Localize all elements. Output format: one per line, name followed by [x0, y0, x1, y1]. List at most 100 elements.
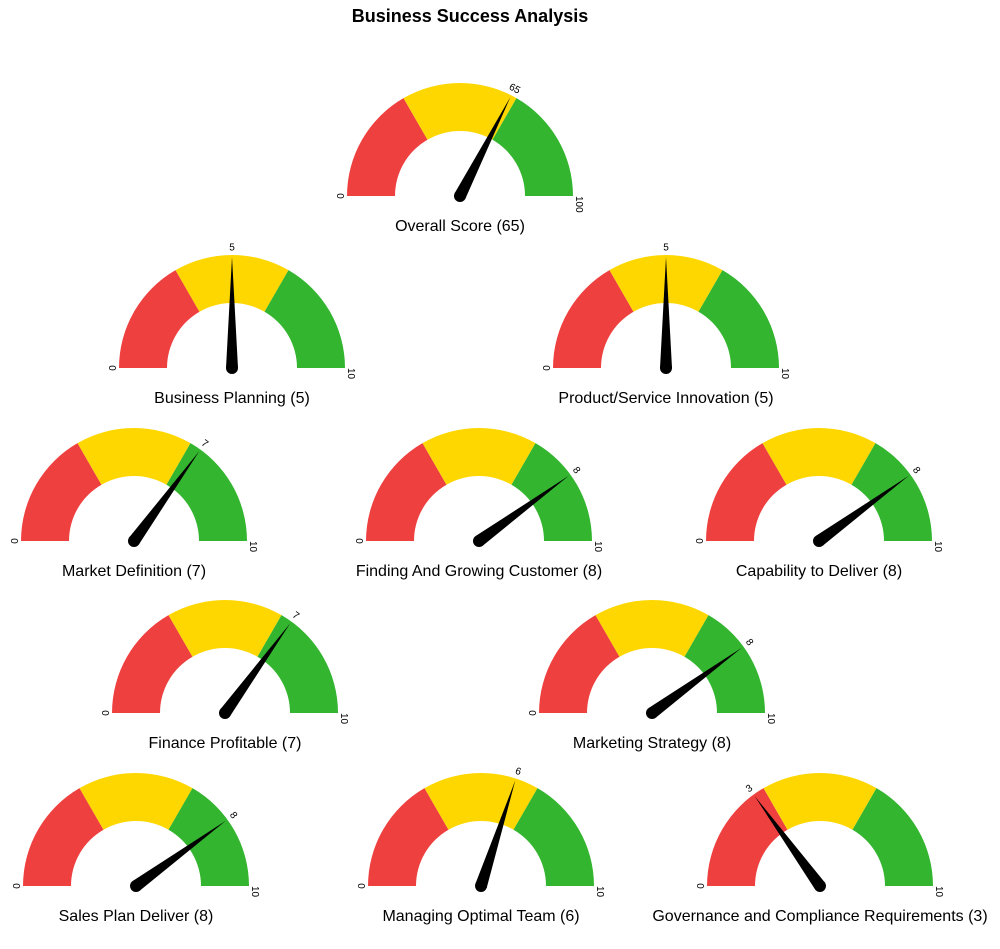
- gauge-value-label: 5: [663, 243, 669, 254]
- gauge-value-label: 5: [229, 243, 235, 254]
- gauge-band-mid: [403, 82, 517, 140]
- gauge: 8 0 10 Sales Plan Deliver (8): [12, 772, 260, 925]
- gauge-caption: Marketing Strategy (8): [573, 735, 731, 752]
- gauge-band-low: [347, 98, 428, 196]
- gauge: 7 0 10 Finance Profitable (7): [101, 600, 349, 752]
- gauge-max-label: 10: [345, 368, 356, 380]
- gauge-caption: Finding And Growing Customer (8): [356, 563, 602, 580]
- gauge-band-low: [366, 443, 447, 541]
- gauge-needle-hub: [646, 707, 658, 719]
- gauge: 7 0 10 Market Definition (7): [10, 427, 258, 580]
- gauge-needle: [475, 780, 516, 888]
- gauge-needle: [475, 475, 569, 546]
- gauge-value-label: 6: [514, 766, 523, 778]
- gauge-band-high: [264, 270, 345, 368]
- gauge-needle: [226, 257, 238, 368]
- gauge-band-low: [539, 615, 620, 713]
- gauge-needle: [648, 647, 742, 718]
- gauge-min-label: 0: [528, 710, 539, 716]
- gauge-needle-hub: [475, 880, 487, 892]
- gauge-band-low: [553, 270, 634, 368]
- gauge-needle: [754, 796, 825, 890]
- gauge-max-label: 100: [573, 196, 584, 213]
- gauge-band-high: [698, 270, 779, 368]
- gauge-needle-hub: [813, 535, 825, 547]
- gauge-band-mid: [422, 428, 536, 485]
- gauge-needle: [454, 97, 511, 199]
- gauge-needle-hub: [454, 190, 466, 202]
- gauge-max-label: 10: [779, 368, 790, 380]
- gauge-value-label: 3: [744, 783, 755, 795]
- gauge-value-label: 65: [507, 82, 522, 97]
- gauge-caption: Overall Score (65): [395, 218, 525, 235]
- gauge-band-mid: [763, 772, 877, 830]
- gauge-value-label: 8: [570, 465, 582, 476]
- gauge-caption: Finance Profitable (7): [149, 735, 302, 752]
- gauge-needle-hub: [660, 362, 672, 374]
- gauge-needle: [129, 451, 200, 545]
- gauge-band-low: [706, 443, 787, 541]
- gauge-band-high: [684, 615, 765, 713]
- gauge-max-label: 10: [338, 713, 349, 725]
- gauge-needle-hub: [226, 362, 238, 374]
- gauge-needle: [220, 623, 291, 717]
- page-title: Business Success Analysis: [351, 6, 589, 26]
- gauge: 5 0 10 Business Planning (5): [108, 243, 356, 407]
- gauge-min-label: 0: [10, 538, 21, 544]
- gauge-value-label: 8: [743, 637, 755, 648]
- gauge-band-high: [492, 98, 573, 196]
- gauge-max-label: 10: [932, 541, 943, 553]
- gauge-needle: [815, 475, 909, 546]
- gauge-band-low: [21, 443, 102, 541]
- gauge-needle-hub: [814, 880, 826, 892]
- gauge-band-high: [852, 788, 933, 886]
- gauge-needle-hub: [219, 707, 231, 719]
- gauge: 3 0 10 Governance and Compliance Requiremen…: [652, 772, 988, 925]
- gauge-needle: [132, 820, 226, 891]
- gauge-caption: Capability to Deliver (8): [736, 563, 902, 580]
- gauge-band-mid: [424, 772, 538, 830]
- gauge-min-label: 0: [108, 365, 119, 371]
- gauge-min-label: 0: [357, 883, 368, 889]
- gauge: 8 0 10 Capability to Deliver (8): [695, 427, 943, 580]
- gauge-min-label: 0: [696, 883, 707, 889]
- gauge-value-label: 8: [227, 810, 239, 821]
- gauge-needle: [660, 257, 672, 368]
- gauge-min-label: 0: [336, 193, 347, 199]
- gauge-max-label: 10: [765, 713, 776, 725]
- gauge-band-high: [511, 443, 592, 541]
- gauge-max-label: 10: [249, 886, 260, 898]
- gauge-band-low: [23, 788, 104, 886]
- gauge: 8 0 10 Finding And Growing Customer (8): [355, 428, 603, 580]
- gauge-band-mid: [77, 427, 191, 485]
- gauge-band-high: [851, 443, 932, 541]
- gauge-band-mid: [79, 772, 193, 830]
- gauge-band-mid: [168, 600, 282, 657]
- gauge-max-label: 10: [594, 886, 605, 898]
- gauge-caption: Managing Optimal Team (6): [382, 908, 579, 925]
- gauge-needle-hub: [128, 535, 140, 547]
- gauge-min-label: 0: [12, 883, 23, 889]
- gauge-band-low: [119, 270, 200, 368]
- gauge-band-high: [513, 788, 594, 886]
- gauge-min-label: 0: [542, 365, 553, 371]
- gauge-needle-hub: [130, 880, 142, 892]
- gauge-value-label: 8: [910, 465, 922, 476]
- gauge-min-label: 0: [695, 538, 706, 544]
- gauge: 5 0 10 Product/Service Innovation (5): [542, 243, 790, 407]
- gauge-needle-hub: [473, 535, 485, 547]
- gauge: 8 0 10 Marketing Strategy (8): [528, 600, 776, 752]
- gauge-band-mid: [595, 600, 709, 657]
- gauge-max-label: 10: [592, 541, 603, 553]
- gauge-caption: Sales Plan Deliver (8): [59, 908, 214, 925]
- gauge-max-label: 10: [933, 886, 944, 898]
- gauge: 65 0 100 Overall Score (65): [336, 82, 584, 235]
- gauge-value-label: 7: [199, 438, 210, 450]
- gauge-band-mid: [762, 427, 876, 485]
- gauge-caption: Business Planning (5): [154, 390, 310, 407]
- gauge-min-label: 0: [355, 538, 366, 544]
- gauge-min-label: 0: [101, 710, 112, 716]
- gauge-caption: Market Definition (7): [62, 563, 206, 580]
